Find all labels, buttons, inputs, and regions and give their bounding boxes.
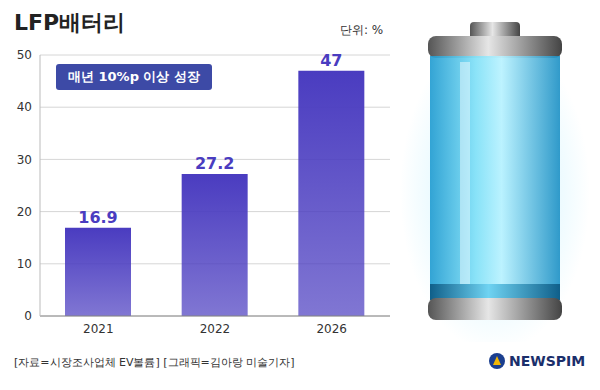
svg-text:30: 30 [17, 153, 32, 167]
html-text:단위: %: 단위: % [340, 23, 384, 37]
svg-text:2026: 2026 [316, 322, 347, 336]
svg-text:20: 20 [17, 205, 32, 219]
svg-text:2021: 2021 [83, 322, 114, 336]
svg-text:50: 50 [17, 48, 32, 62]
html-text:[자료=시장조사업체 EV볼륨] [그래픽=김아랑 미술기자: [자료=시장조사업체 EV볼륨] [그래픽=김아랑 미술기자] [14, 356, 295, 369]
html-text:NEWSPIM: NEWSPIM [509, 353, 586, 369]
html-text:LFP배터리: LFP배터리 [14, 10, 126, 35]
svg-text:10: 10 [17, 257, 32, 271]
svg-text:2022: 2022 [200, 322, 231, 336]
svg-text:40: 40 [17, 100, 32, 114]
svg-text:47: 47 [320, 51, 342, 70]
svg-text:27.2: 27.2 [195, 154, 234, 173]
svg-text:16.9: 16.9 [78, 208, 117, 227]
svg-text:0: 0 [24, 309, 32, 323]
html-text:매년 10%p 이상 성장: 매년 10%p 이상 성장 [68, 69, 200, 84]
